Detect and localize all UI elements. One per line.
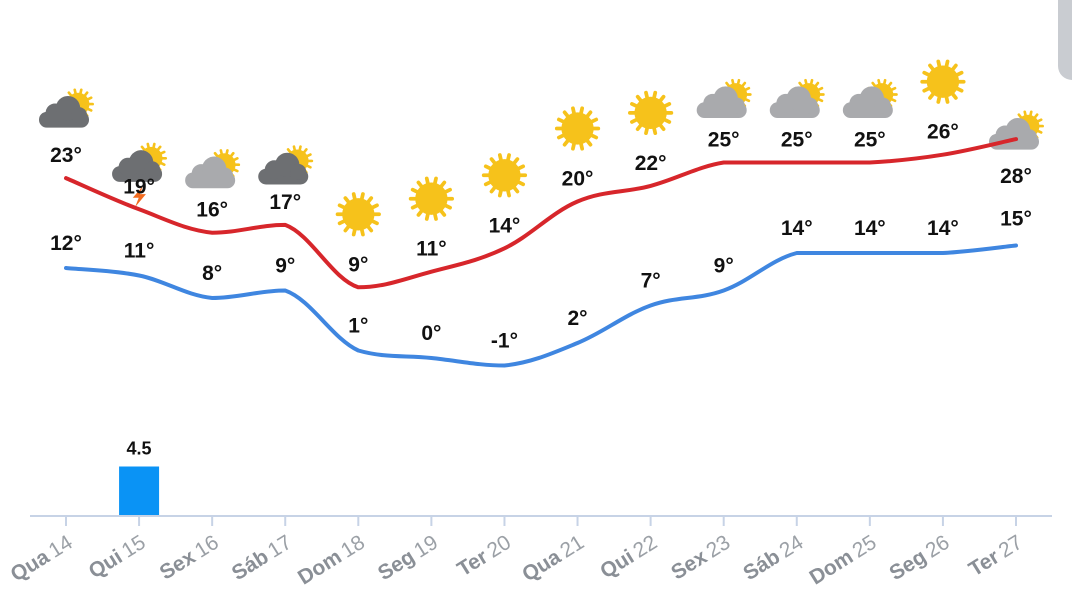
scroll-edge-indicator[interactable] [1058,0,1072,80]
sunny-icon [481,153,528,198]
day-date: 23 [702,531,734,563]
x-axis-tick-label: Ter20 [453,531,515,581]
max-temperature-label: 14° [489,214,521,237]
x-axis-tick-label: Sáb17 [228,531,296,585]
min-temperature-line [64,243,1018,368]
min-temperature-label: 14° [854,217,886,240]
x-axis-tick-label: Sex16 [156,531,223,585]
day-name: Qua [518,545,565,586]
cloudy-partly-sunny-icon [39,88,94,128]
day-name: Ter [965,545,1004,581]
max-temperature-label: 16° [196,199,228,222]
day-date: 27 [995,531,1027,563]
x-axis-tick-label: Sex23 [667,531,734,585]
weather-icons [39,59,1044,237]
day-date: 26 [922,531,954,563]
day-date: 15 [118,531,150,563]
max-temperature-label: 23° [50,144,82,167]
x-axis-tick-label: Qui22 [596,531,661,584]
min-temperature-label: 7° [641,270,661,293]
precipitation-bars: 4.5 [119,439,160,516]
min-temperature-label: 15° [1000,208,1032,231]
day-name: Ter [453,545,492,581]
partly-cloudy-icon [842,78,898,119]
max-temperature-label: 28° [1000,165,1032,188]
day-name: Qua [7,545,54,586]
day-date: 19 [410,531,442,563]
x-axis-tick-label: Qua21 [518,531,588,587]
max-temperature-label: 25° [708,129,740,152]
precipitation-bar [119,466,160,516]
day-name: Sex [156,545,200,584]
day-date: 14 [45,531,77,563]
cloudy-partly-sunny-icon [258,145,314,185]
min-temperature-label: 9° [275,255,295,278]
day-name: Qui [596,545,638,583]
sunny-icon [408,176,454,221]
min-temperature-label: 14° [927,217,959,240]
day-name: Qui [85,545,127,583]
max-temperature-label: 25° [854,129,886,152]
day-name: Sáb [228,545,273,585]
day-name: Sáb [739,545,784,585]
day-name: Seg [886,545,931,585]
day-date: 24 [775,531,807,563]
day-name: Dom [294,545,346,589]
sunny-icon [628,90,674,135]
x-axis-tick-label: Qua14 [7,531,77,587]
min-temperature-label: 1° [348,315,368,338]
max-temperature-label: 9° [348,253,368,276]
max-temperature-label: 22° [635,152,667,175]
sunny-icon [335,192,381,237]
min-temperature-label: 2° [567,307,587,330]
partly-cloudy-icon [769,78,825,119]
day-date: 16 [191,531,223,563]
partly-cloudy-icon [185,149,241,189]
day-date: 18 [337,531,369,563]
day-date: 22 [629,531,661,563]
max-temperature-label: 17° [269,191,301,214]
day-date: 20 [483,531,515,563]
x-axis-tick-label: Dom25 [806,531,881,590]
min-temperature-label: 12° [50,232,82,255]
sunny-icon [554,106,601,151]
day-date: 17 [264,531,296,563]
min-temperature-label: 14° [781,217,813,240]
sunny-icon [920,59,966,104]
x-axis-tick-label: Dom18 [294,531,369,590]
x-axis-tick-label: Seg26 [886,531,954,585]
x-axis-tick-label: Sáb24 [739,531,807,586]
day-name: Sex [667,545,711,584]
min-temperature-label: -1° [491,330,518,353]
max-temperature-line [64,137,1018,290]
min-temperature-label: 0° [421,322,441,345]
temperature-lines [64,137,1018,368]
max-temperature-label: 11° [416,238,447,261]
x-axis-tick-label: Seg19 [374,531,442,585]
max-temperature-label: 26° [927,121,959,144]
day-date: 21 [556,531,588,563]
temperature-labels: 23° 19° 16° 17° 9° 11° 14° 20° 22° 25° 25° 25° 26° 28… [50,121,1032,353]
min-temperature-label: 8° [202,262,222,285]
thunderstorm-partly-sunny-icon [112,142,168,208]
day-name: Dom [806,545,858,589]
partly-cloudy-icon [989,110,1044,150]
x-axis-tick-label: Qui15 [85,531,150,584]
min-temperature-label: 9° [714,255,734,278]
x-axis-tick-label: Ter27 [965,531,1027,581]
max-temperature-label: 20° [562,168,594,191]
day-name: Seg [374,545,419,585]
day-date: 25 [848,531,880,563]
partly-cloudy-icon [696,78,752,119]
max-temperature-label: 25° [781,129,813,152]
max-temperature-label: 19° [123,175,155,198]
precipitation-label: 4.5 [127,439,152,459]
min-temperature-label: 11° [124,240,155,263]
